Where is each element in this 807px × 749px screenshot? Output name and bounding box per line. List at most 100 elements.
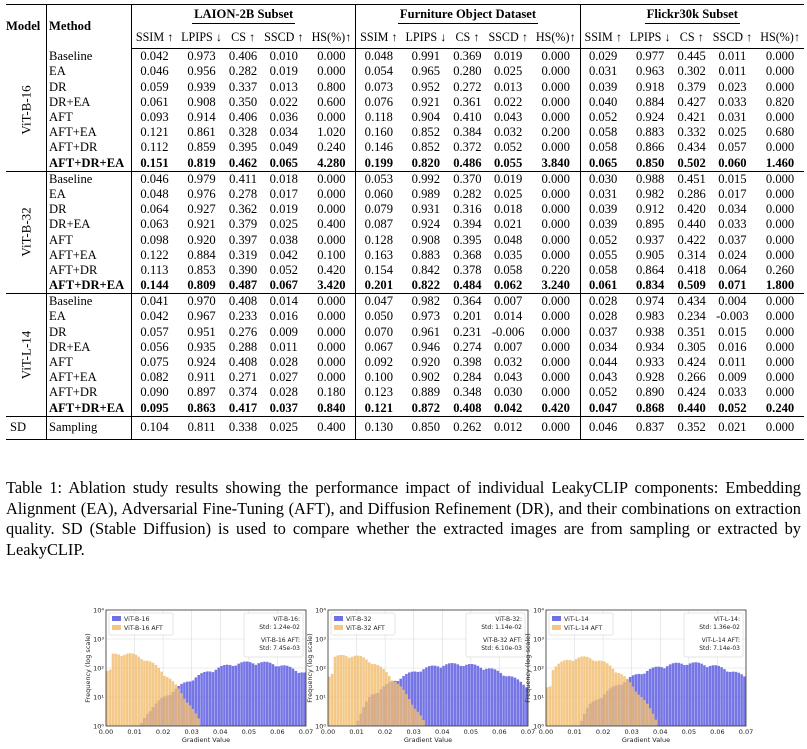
table-cell: 0.961	[411, 324, 440, 339]
histogram-bar	[706, 667, 709, 726]
table-cell: 0.082	[140, 370, 169, 385]
table-cell: 0.920	[187, 232, 216, 247]
table-cell: 0.025	[493, 64, 523, 79]
table-cell: 0.048	[140, 186, 169, 201]
x-tick-label: 0.02	[596, 728, 610, 736]
table-cell: 0.502	[677, 155, 706, 170]
table-cell: 0.112	[140, 140, 169, 155]
table-cell: 0.350	[228, 94, 258, 109]
table-row: AFT+EA 0.082 0.911 0.271 0.027 0.000 0.100 0.90…	[6, 369, 804, 386]
histogram-bar	[339, 654, 342, 726]
table-cell: 0.883	[411, 247, 440, 262]
histogram-bar	[571, 661, 575, 726]
table-cell: 0.000	[307, 324, 357, 340]
histogram-bar	[303, 672, 306, 726]
table-cell: 0.842	[411, 262, 440, 277]
model-header: Model	[6, 4, 47, 49]
method-header: Method	[46, 4, 132, 49]
histogram-bar	[453, 663, 457, 726]
table-cell: 0.379	[677, 79, 706, 94]
histogram-bar	[294, 670, 298, 726]
table-cell: 0.012	[493, 420, 523, 435]
histogram-bar	[390, 680, 394, 726]
y-tick-label: 10²	[533, 665, 544, 673]
table-cell: 0.047	[364, 294, 393, 309]
histogram-bar	[291, 668, 295, 726]
table-cell: 0.902	[411, 370, 440, 385]
table-cell: 0.046	[140, 64, 169, 79]
histogram-bar	[666, 666, 669, 726]
table-row: AFT+DR 0.112 0.859 0.395 0.049 0.240 0.146 0.85…	[6, 140, 804, 156]
histogram-bar	[120, 655, 123, 726]
table-cell: 0.809	[187, 278, 216, 293]
histogram-bar	[608, 665, 612, 726]
histogram-bar	[163, 675, 166, 726]
histogram-bar	[723, 669, 726, 726]
table-cell: 0.967	[187, 309, 216, 324]
table-cell: 0.314	[677, 247, 706, 262]
histogram-bar	[246, 661, 249, 726]
table-cell: 0.033	[718, 94, 747, 109]
table-row: AFT+DR 0.090 0.897 0.374 0.028 0.180 0.123 0.88…	[6, 385, 804, 401]
table-cell: 0.000	[531, 79, 581, 95]
table-cell: 0.130	[364, 420, 393, 435]
table-cell: 0.000	[531, 369, 581, 386]
histogram-bar	[148, 661, 152, 726]
table-cell: 0.046	[140, 171, 169, 186]
y-tick-label: 10⁰	[315, 723, 326, 731]
table-cell: 0.956	[187, 64, 216, 79]
table-cell: 0.284	[453, 370, 482, 385]
table-cell: 0.052	[493, 140, 523, 155]
histogram-bar	[203, 671, 206, 726]
method-label: AFT+DR+EA	[46, 155, 132, 171]
histogram-bar	[134, 654, 138, 726]
table-cell: 0.000	[765, 247, 795, 262]
histogram-bar	[680, 663, 683, 726]
dataset-header-laion: LAION-2B Subset	[131, 4, 357, 27]
table-cell: 0.272	[453, 79, 482, 94]
table-cell: 0.047	[588, 400, 618, 415]
method-label: EA	[46, 309, 132, 325]
table-cell: 0.024	[718, 247, 747, 262]
table-cell: 0.974	[635, 294, 665, 309]
table-cell: 0.060	[364, 186, 393, 201]
histogram-bar	[703, 665, 706, 726]
histogram-bar	[393, 681, 397, 726]
stats-box	[465, 612, 526, 658]
histogram-bar	[194, 677, 198, 726]
table-cell: 0.000	[765, 202, 795, 217]
histogram-bar	[485, 668, 488, 726]
histogram-bar	[459, 665, 462, 726]
table-cell: 0.065	[269, 155, 298, 170]
y-axis-label: Frequency (log scale)	[84, 633, 92, 702]
histogram-bar	[620, 674, 623, 726]
method-label: EA	[46, 64, 132, 80]
table-cell: 0.938	[635, 324, 665, 339]
histogram-bar	[496, 670, 500, 726]
table-cell: 0.411	[229, 171, 257, 186]
table-cell: 0.918	[635, 79, 665, 94]
histogram-bar	[226, 664, 229, 726]
table-cell: 0.000	[765, 385, 795, 400]
table-cell: 0.800	[307, 79, 357, 95]
histogram-bar	[708, 665, 712, 726]
table-cell: 0.025	[493, 186, 523, 201]
table-cell: 0.000	[307, 339, 357, 355]
table-cell: 0.337	[228, 79, 258, 94]
table-cell: 0.927	[187, 202, 216, 217]
histogram-bar	[557, 663, 560, 726]
table-cell: 0.016	[269, 309, 298, 324]
table-row: DR+EA 0.061 0.908 0.350 0.022 0.600 0.076 0.921…	[6, 94, 804, 110]
table-cell: 0.123	[364, 385, 393, 400]
table-cell: 0.921	[411, 94, 440, 109]
table-cell: 0.000	[531, 324, 581, 340]
table-cell: 0.100	[364, 370, 393, 385]
histogram-bar	[342, 655, 345, 726]
table-cell: 0.049	[269, 140, 298, 155]
histogram-bar	[479, 667, 482, 726]
x-tick-label: 0.07	[739, 728, 753, 736]
x-tick-label: 0.05	[464, 728, 478, 736]
histogram-bar	[388, 676, 391, 726]
table-cell: 0.000	[765, 294, 795, 309]
table-cell: 0.079	[364, 202, 393, 217]
